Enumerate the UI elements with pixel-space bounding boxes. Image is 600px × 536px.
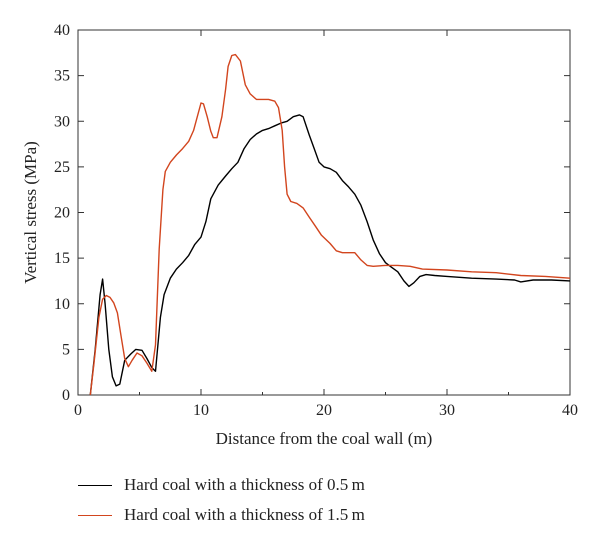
x-tick-label: 0 (74, 402, 82, 419)
x-tick-label: 10 (193, 402, 209, 419)
legend-label-0: Hard coal with a thickness of 0.5 m (124, 475, 365, 494)
series-line-0 (89, 114, 571, 396)
plot-frame (77, 29, 571, 396)
y-tick-label: 0 (62, 387, 70, 404)
series-line-1 (89, 53, 571, 396)
legend: Hard coal with a thickness of 0.5 m Hard… (78, 470, 365, 530)
y-tick-label: 40 (54, 22, 70, 39)
legend-swatch-1 (78, 514, 112, 516)
y-tick-label: 25 (54, 159, 70, 176)
legend-label-1: Hard coal with a thickness of 1.5 m (124, 505, 365, 524)
legend-item-1: Hard coal with a thickness of 1.5 m (78, 500, 365, 530)
x-tick-label: 30 (439, 402, 455, 419)
legend-swatch-0 (78, 484, 112, 486)
x-axis-title: Distance from the coal wall (m) (216, 429, 433, 448)
y-tick-label: 20 (54, 205, 70, 222)
x-tick-label: 20 (316, 402, 332, 419)
legend-item-0: Hard coal with a thickness of 0.5 m (78, 470, 365, 500)
x-tick-label: 40 (562, 402, 578, 419)
y-tick-label: 15 (54, 250, 70, 267)
y-tick-label: 30 (54, 113, 70, 130)
y-tick-label: 10 (54, 296, 70, 313)
y-tick-label: 5 (62, 341, 70, 358)
plot-area: 0 10 20 30 40 0 5 10 15 20 25 30 35 40 (54, 22, 578, 419)
y-tick-label: 35 (54, 68, 70, 85)
y-axis-title: Vertical stress (MPa) (21, 141, 40, 284)
